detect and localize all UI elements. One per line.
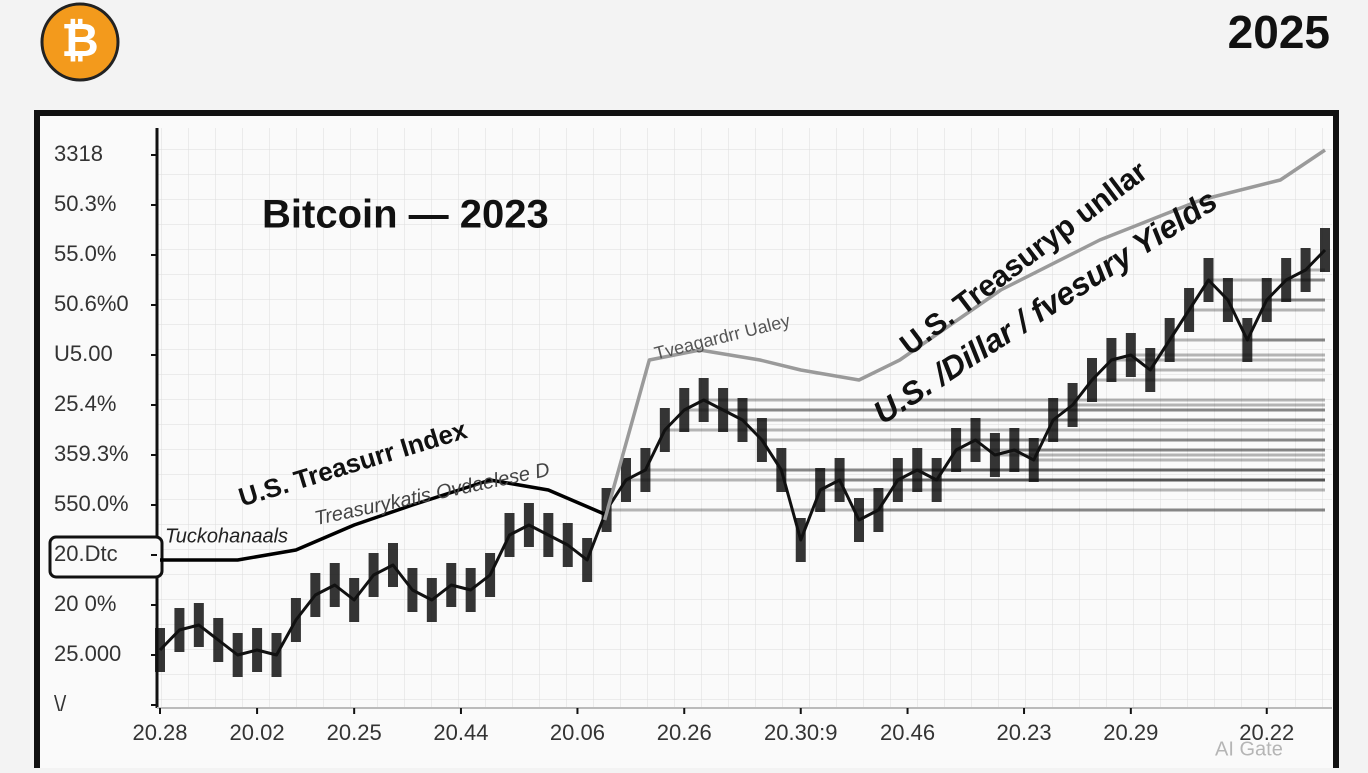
y-tick-label: 25.000 [54,641,121,666]
logo-circle [40,2,120,82]
x-tick-label: 20.22 [1239,720,1294,745]
chart-title: Bitcoin — 2023 [262,193,549,237]
y-tick-label: 50.3% [54,191,116,216]
y-tick-label: 550.0% [54,491,129,516]
y-tick-label: 20.Dtc [54,541,118,566]
x-tick-label: 20.44 [433,720,488,745]
y-tick-label: 25.4% [54,391,116,416]
y-tick-label: 20 0% [54,591,116,616]
year: 2025 [1228,6,1330,58]
x-tick-label: 20.30:9 [764,720,837,745]
x-tick-label: 20.25 [327,720,382,745]
x-tick-label: 20.02 [230,720,285,745]
y-tick-label: 3318 [54,141,103,166]
logo: ₿ [61,14,99,66]
annotation: Tuckohanaals [165,525,288,547]
series-line [160,478,608,562]
x-tick-label: 20.26 [657,720,712,745]
series-line [602,148,1326,521]
x-tick-label: 20.06 [550,720,605,745]
y-tick-label: 50.6%0 [54,291,129,316]
series-line [158,248,1327,657]
y-tick-label: 55.0% [54,241,116,266]
y-tick-label: 359.3% [54,441,129,466]
x-tick-label: 20.28 [132,720,187,745]
x-tick-label: 20.46 [880,720,935,745]
y-tick-label: \/ [54,691,67,716]
watermark: AI Gate [1215,738,1283,760]
x-tick-label: 20.23 [997,720,1052,745]
tick-box [48,535,164,579]
x-tick-label: 20.29 [1103,720,1158,745]
y-tick-label: U5.00 [54,341,113,366]
